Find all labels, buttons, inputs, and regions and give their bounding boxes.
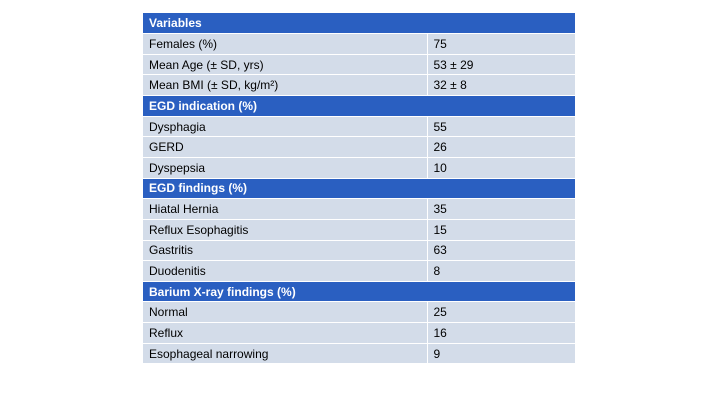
row-value: 26	[427, 136, 575, 158]
table-row: Reflux 16	[143, 322, 575, 344]
row-label: Mean Age (± SD, yrs)	[143, 54, 428, 76]
row-label: Dysphagia	[143, 116, 428, 138]
table-row: Mean BMI (± SD, kg/m²) 32 ± 8	[143, 74, 575, 97]
table-row: GERD 26	[143, 136, 575, 158]
section-heading: Variables	[143, 13, 575, 35]
table-row: Mean Age (± SD, yrs) 53 ± 29	[143, 54, 575, 76]
row-value: 75	[427, 33, 575, 55]
patient-characteristics-table: Variables Females (%) 75 Mean Age (± SD,…	[143, 13, 575, 365]
row-label: GERD	[143, 136, 428, 158]
table-body: Variables Females (%) 75 Mean Age (± SD,…	[143, 13, 575, 365]
table-row: Dysphagia 55	[143, 116, 575, 138]
row-label: Reflux	[143, 322, 428, 344]
section-header-barium-xray-findings: Barium X-ray findings (%)	[143, 281, 575, 303]
section-heading: Barium X-ray findings (%)	[143, 281, 575, 303]
section-header-variables: Variables	[143, 13, 575, 35]
table-row: Esophageal narrowing 9	[143, 343, 575, 365]
row-value: 35	[427, 198, 575, 220]
row-value: 10	[427, 157, 575, 179]
section-heading: EGD indication (%)	[143, 95, 575, 117]
row-label: Reflux Esophagitis	[143, 219, 428, 241]
section-header-egd-indication: EGD indication (%)	[143, 95, 575, 117]
table-row: Dyspepsia 10	[143, 157, 575, 179]
row-value: 63	[427, 240, 575, 262]
row-value: 9	[427, 343, 575, 365]
table-row: Hiatal Hernia 35	[143, 198, 575, 220]
table-row: Duodenitis 8	[143, 260, 575, 282]
row-label: Normal	[143, 301, 428, 324]
table-row: Normal 25	[143, 301, 575, 324]
row-value: 15	[427, 219, 575, 241]
table-row: Females (%) 75	[143, 33, 575, 55]
row-label: Duodenitis	[143, 260, 428, 282]
table-row: Reflux Esophagitis 15	[143, 219, 575, 241]
row-label: Gastritis	[143, 240, 428, 262]
row-value: 25	[427, 301, 575, 324]
row-label: Mean BMI (± SD, kg/m²)	[143, 74, 428, 97]
row-value: 32 ± 8	[427, 74, 575, 97]
row-label: Dyspepsia	[143, 157, 428, 179]
section-header-egd-findings: EGD findings (%)	[143, 178, 575, 200]
section-heading: EGD findings (%)	[143, 178, 575, 200]
row-label: Females (%)	[143, 33, 428, 55]
row-label: Hiatal Hernia	[143, 198, 428, 220]
row-value: 53 ± 29	[427, 54, 575, 76]
row-value: 16	[427, 322, 575, 344]
row-label: Esophageal narrowing	[143, 343, 428, 365]
table-row: Gastritis 63	[143, 240, 575, 262]
row-value: 55	[427, 116, 575, 138]
row-value: 8	[427, 260, 575, 282]
